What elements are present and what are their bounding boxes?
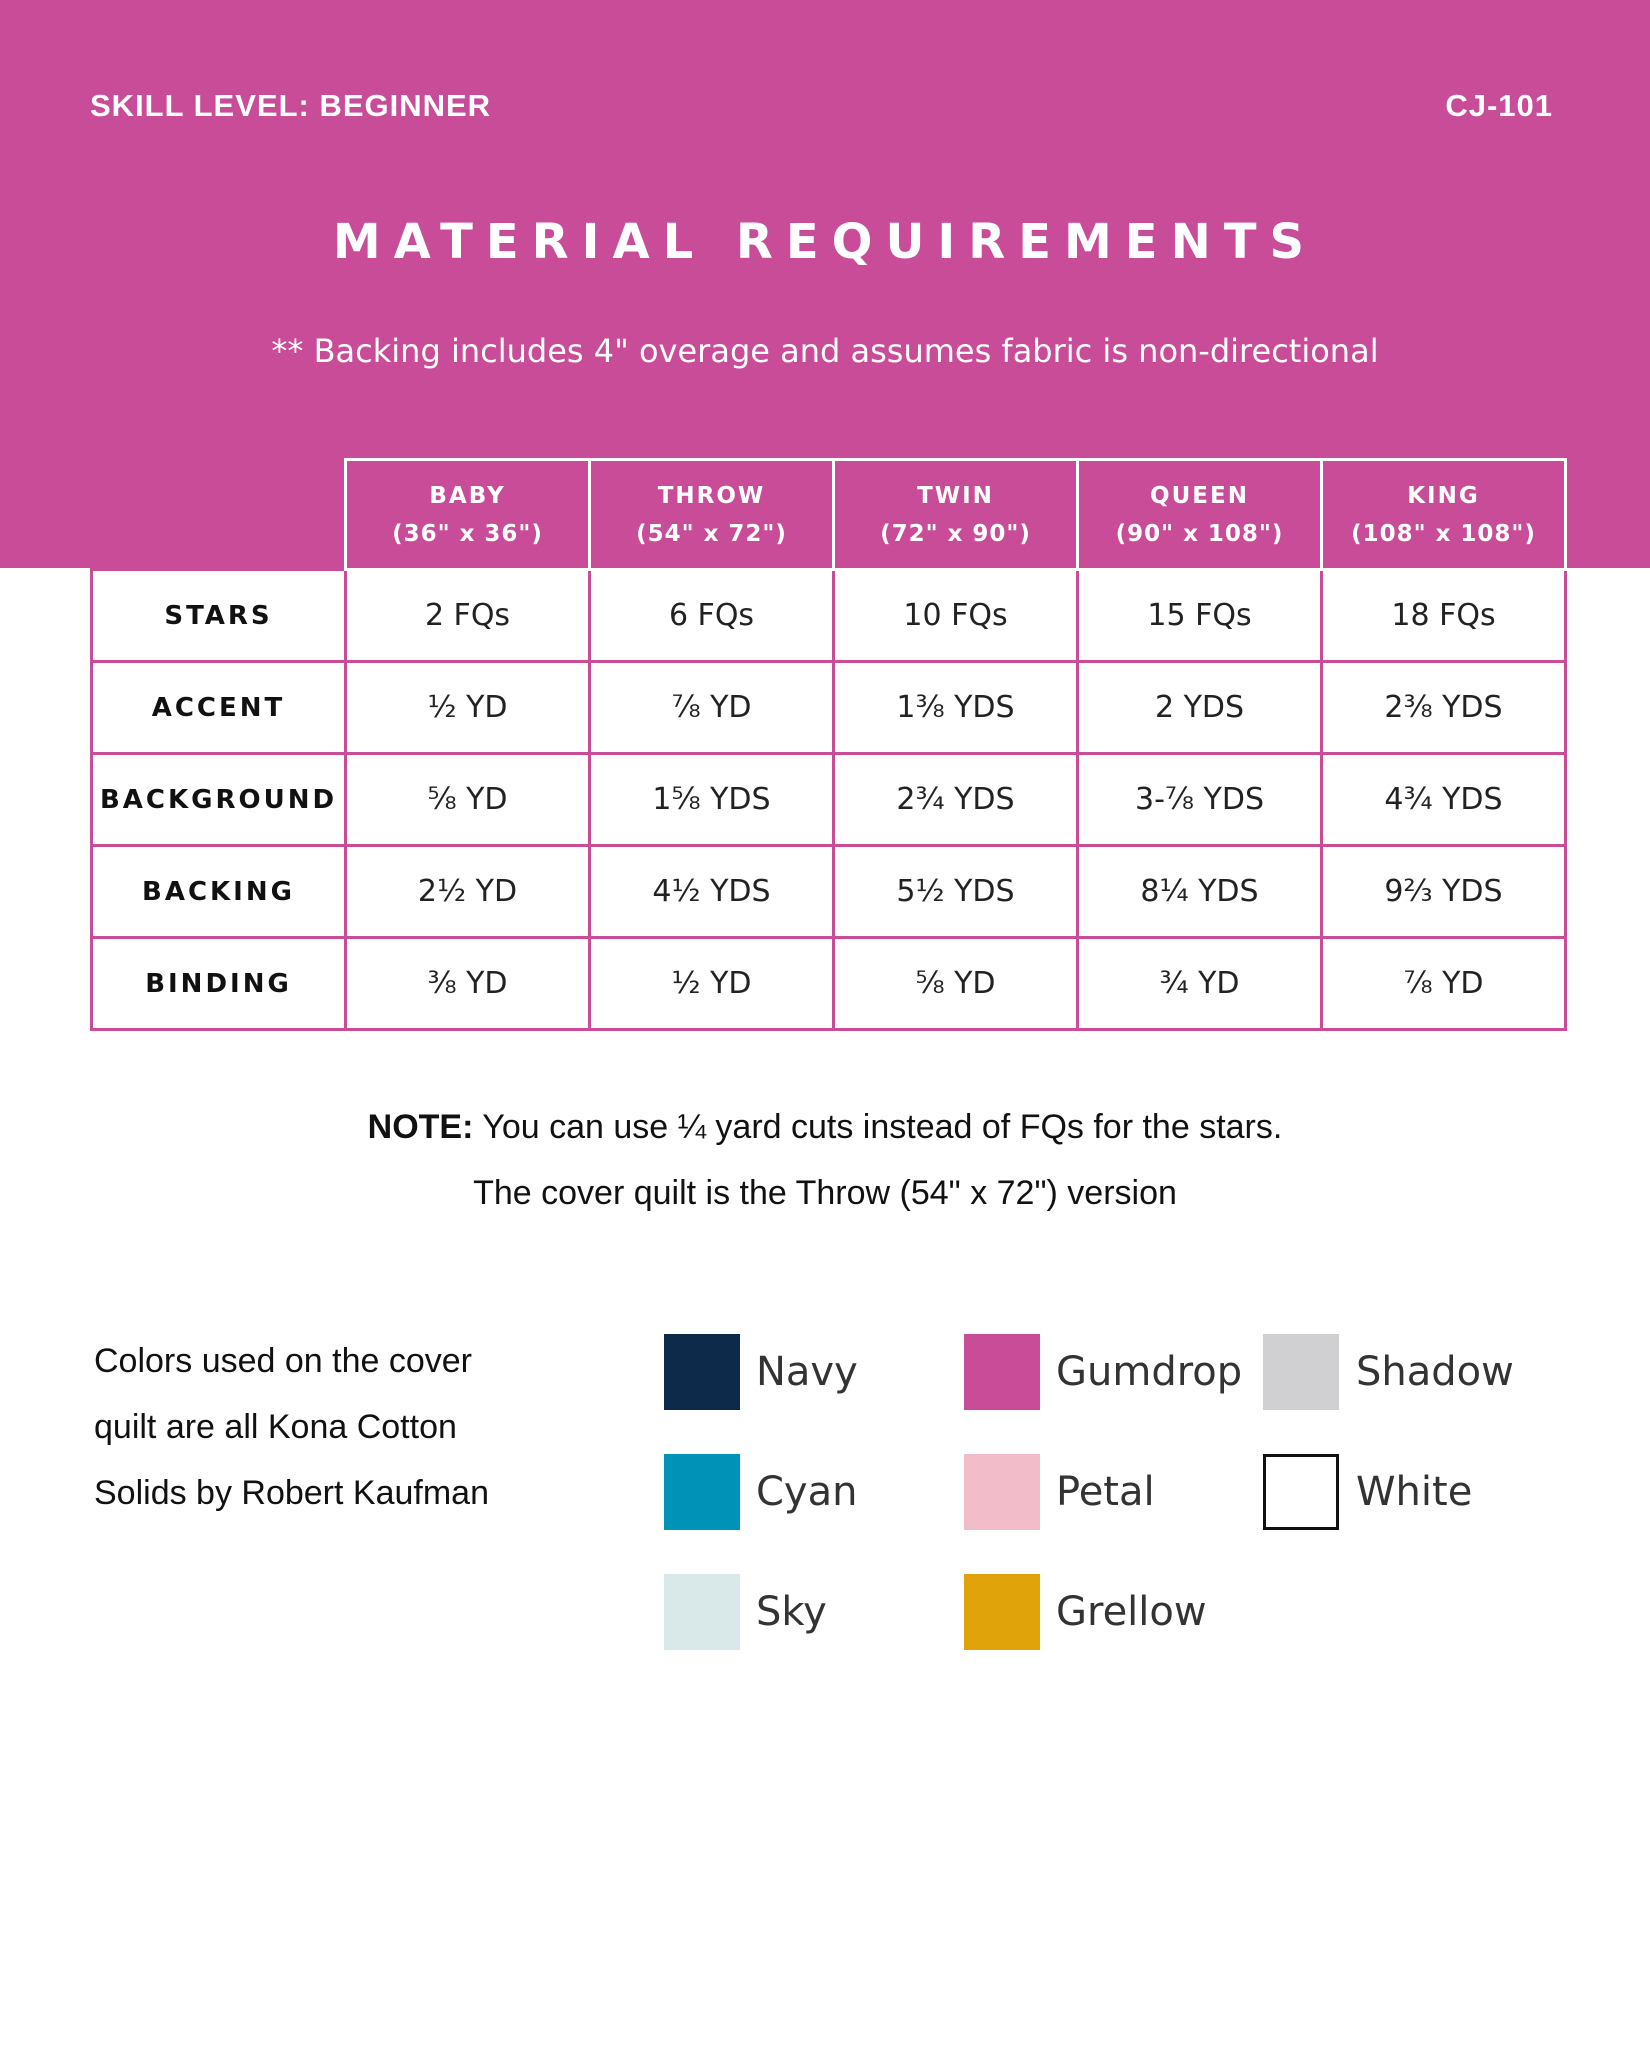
table-cell: 10 FQs bbox=[832, 568, 1079, 663]
swatch-cyan bbox=[664, 1454, 740, 1530]
table-cell: 8¼ YDS bbox=[1076, 844, 1323, 939]
table-cell: 4¾ YDS bbox=[1320, 752, 1567, 847]
column-name: BABY bbox=[429, 482, 506, 509]
backing-note: ** Backing includes 4" overage and assum… bbox=[271, 332, 1379, 370]
column-header-throw: THROW (54" x 72") bbox=[588, 458, 835, 571]
table-cell: ⅜ YD bbox=[344, 936, 591, 1031]
column-dims: (72" x 90") bbox=[880, 520, 1031, 547]
table-row-stars: STARS 2 FQs 6 FQs 10 FQs 15 FQs 18 FQs bbox=[90, 568, 1567, 663]
swatch-label-gumdrop: Gumdrop bbox=[1056, 1349, 1243, 1395]
table-cell: ½ YD bbox=[344, 660, 591, 755]
table-cell: ⅝ YD bbox=[344, 752, 591, 847]
swatch-gumdrop bbox=[964, 1334, 1040, 1410]
row-label: BACKING bbox=[90, 844, 347, 939]
column-header-king: KING (108" x 108") bbox=[1320, 458, 1567, 571]
table-row-backing: BACKING 2½ YD 4½ YDS 5½ YDS 8¼ YDS 9⅔ YD… bbox=[90, 844, 1567, 939]
column-dims: (54" x 72") bbox=[636, 520, 787, 547]
pattern-code: CJ-101 bbox=[1445, 88, 1553, 123]
column-name: QUEEN bbox=[1150, 482, 1249, 509]
cover-note: The cover quilt is the Throw (54" x 72")… bbox=[473, 1174, 1177, 1212]
table-cell: 2⅜ YDS bbox=[1320, 660, 1567, 755]
table-cell: 1⅝ YDS bbox=[588, 752, 835, 847]
table-header-row: BABY (36" x 36") THROW (54" x 72") TWIN (72… bbox=[92, 458, 1567, 571]
table-cell: 5½ YDS bbox=[832, 844, 1079, 939]
swatch-label-sky: Sky bbox=[756, 1589, 827, 1635]
table-cell: ⅞ YD bbox=[588, 660, 835, 755]
colors-intro-line: quilt are all Kona Cotton bbox=[94, 1408, 457, 1446]
row-label: BINDING bbox=[90, 936, 347, 1031]
swatch-white bbox=[1263, 1454, 1339, 1530]
swatch-label-navy: Navy bbox=[756, 1349, 858, 1395]
swatch-petal bbox=[964, 1454, 1040, 1530]
table-row-binding: BINDING ⅜ YD ½ YD ⅝ YD ¾ YD ⅞ YD bbox=[90, 936, 1567, 1031]
table-cell: 6 FQs bbox=[588, 568, 835, 663]
column-name: TWIN bbox=[917, 482, 994, 509]
table-cell: 15 FQs bbox=[1076, 568, 1323, 663]
table-cell: 2 YDS bbox=[1076, 660, 1323, 755]
swatch-label-white: White bbox=[1356, 1469, 1473, 1515]
column-dims: (90" x 108") bbox=[1115, 520, 1284, 547]
table-cell: 4½ YDS bbox=[588, 844, 835, 939]
note-text: You can use ¼ yard cuts instead of FQs f… bbox=[473, 1108, 1283, 1146]
table-cell: 9⅔ YDS bbox=[1320, 844, 1567, 939]
row-label: ACCENT bbox=[90, 660, 347, 755]
swatch-label-petal: Petal bbox=[1056, 1469, 1155, 1515]
row-label: STARS bbox=[90, 568, 347, 663]
swatch-sky bbox=[664, 1574, 740, 1650]
swatch-label-cyan: Cyan bbox=[756, 1469, 858, 1515]
table-row-background: BACKGROUND ⅝ YD 1⅝ YDS 2¾ YDS 3-⅞ YDS 4¾… bbox=[90, 752, 1567, 847]
swatch-navy bbox=[664, 1334, 740, 1410]
column-name: THROW bbox=[657, 482, 766, 509]
table-row-accent: ACCENT ½ YD ⅞ YD 1⅜ YDS 2 YDS 2⅜ YDS bbox=[90, 660, 1567, 755]
column-dims: (36" x 36") bbox=[392, 520, 543, 547]
table-cell: ¾ YD bbox=[1076, 936, 1323, 1031]
colors-intro-line: Colors used on the cover bbox=[94, 1342, 472, 1380]
table-cell: 18 FQs bbox=[1320, 568, 1567, 663]
table-cell: ⅝ YD bbox=[832, 936, 1079, 1031]
column-name: KING bbox=[1407, 482, 1480, 509]
table-cell: ⅞ YD bbox=[1320, 936, 1567, 1031]
row-label: BACKGROUND bbox=[90, 752, 347, 847]
column-header-queen: QUEEN (90" x 108") bbox=[1076, 458, 1323, 571]
swatch-label-grellow: Grellow bbox=[1056, 1589, 1207, 1635]
swatch-grellow bbox=[964, 1574, 1040, 1650]
column-dims: (108" x 108") bbox=[1351, 520, 1536, 547]
table-cell: 3-⅞ YDS bbox=[1076, 752, 1323, 847]
table-cell: ½ YD bbox=[588, 936, 835, 1031]
table-cell: 2 FQs bbox=[344, 568, 591, 663]
column-header-twin: TWIN (72" x 90") bbox=[832, 458, 1079, 571]
table-corner bbox=[92, 460, 346, 570]
column-header-baby: BABY (36" x 36") bbox=[344, 458, 591, 571]
table-cell: 2¾ YDS bbox=[832, 752, 1079, 847]
material-table: BABY (36" x 36") THROW (54" x 72") TWIN (72… bbox=[90, 458, 1567, 1031]
colors-intro-line: Solids by Robert Kaufman bbox=[94, 1474, 489, 1512]
table-cell: 2½ YD bbox=[344, 844, 591, 939]
swatch-shadow bbox=[1263, 1334, 1339, 1410]
table-cell: 1⅜ YDS bbox=[832, 660, 1079, 755]
fq-note: NOTE: You can use ¼ yard cuts instead of… bbox=[0, 1108, 1650, 1147]
swatch-label-shadow: Shadow bbox=[1356, 1349, 1514, 1395]
colors-intro: Colors used on the cover quilt are all K… bbox=[94, 1328, 554, 1526]
note-label: NOTE: bbox=[367, 1108, 474, 1146]
skill-level: SKILL LEVEL: BEGINNER bbox=[90, 88, 492, 123]
page-title: MATERIAL REQUIREMENTS bbox=[332, 214, 1318, 270]
